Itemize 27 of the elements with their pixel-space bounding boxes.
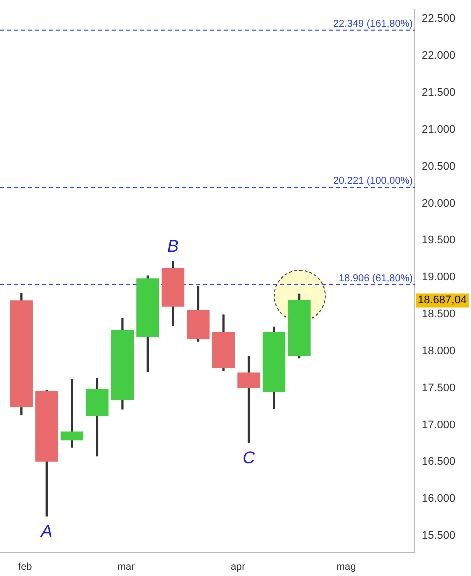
y-tick-label: 20.000 [422,198,456,210]
y-tick-label: 15.500 [422,530,456,542]
y-tick-label: 16.000 [422,493,456,506]
y-tick-label: 22.500 [422,13,456,26]
text: 18.687,04 [418,294,467,307]
y-tick-label: 16.500 [422,456,456,468]
y-tick-label: 22.000 [422,50,456,62]
ref-line-label: 22.349 (161,80%) [333,19,413,30]
annotation: A [40,522,53,542]
ref-line-label: 20.221 (100,00%) [333,176,413,188]
y-tick-label: 19.500 [422,234,456,247]
y-tick-label: 18.000 [422,345,456,358]
y-tick-label: 21.000 [422,124,456,136]
x-tick-label: mag [336,562,356,573]
y-tick-label: 19.000 [422,272,456,284]
y-tick-label: 17.500 [422,382,456,394]
x-tick-label: mar [118,562,136,573]
y-tick-label: 18.500 [422,308,456,321]
y-tick-label: 17.000 [422,419,456,432]
y-tick-label: 21.500 [422,87,456,100]
candlestick [60,379,84,448]
annotation: B [168,237,179,256]
annotation: C [242,448,256,468]
x-tick-label: apr [230,562,246,573]
ref-line-label: 18.906 (61,80%) [339,273,413,284]
x-tick-label: feb [18,562,33,573]
y-tick-label: 20.500 [422,160,456,173]
